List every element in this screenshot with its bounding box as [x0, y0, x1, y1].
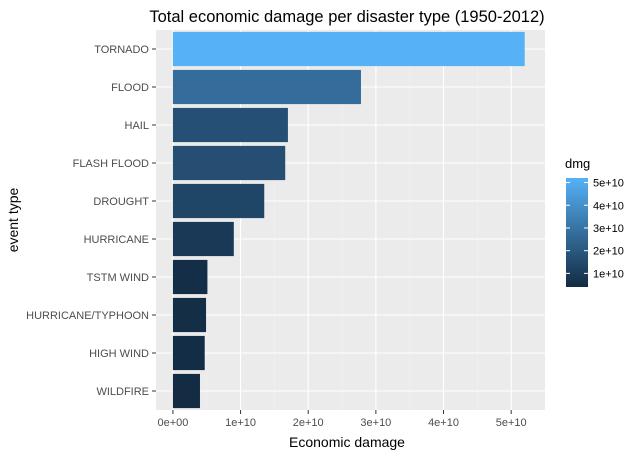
x-tick-label: 2e+10 — [293, 417, 324, 429]
x-tick-label: 1e+10 — [225, 417, 256, 429]
y-tick-label: DROUGHT — [93, 196, 149, 208]
y-tick-label: TSTM WIND — [87, 272, 149, 284]
chart-title: Total economic damage per disaster type … — [149, 8, 544, 26]
bar-hurricane-typhoon — [172, 297, 207, 333]
bar-high-wind — [172, 335, 205, 371]
y-tick-label: HURRICANE/TYPHOON — [26, 310, 149, 322]
y-tick-label: HIGH WIND — [89, 348, 149, 360]
y-axis: TORNADO FLOOD HAIL FLASH FLOOD DROUGHT HURRIC… — [26, 44, 156, 398]
y-tick-label: HURRICANE — [84, 234, 149, 246]
legend-tick-label: 5e+10 — [593, 178, 624, 190]
bar-hurricane — [172, 221, 234, 257]
x-tick-label: 4e+10 — [428, 417, 459, 429]
x-axis-label: Economic damage — [289, 434, 405, 450]
x-tick-label: 5e+10 — [496, 417, 527, 429]
x-axis: 0e+00 1e+10 2e+10 3e+10 4e+10 5e+10 — [157, 410, 527, 429]
legend-tick-label: 3e+10 — [593, 223, 624, 235]
y-tick-label: WILDFIRE — [96, 386, 149, 398]
bar-flood — [172, 69, 361, 105]
y-tick-label: FLOOD — [111, 82, 149, 94]
bar-tornado — [172, 31, 525, 67]
bar-hail — [172, 107, 288, 143]
legend-tick-label: 2e+10 — [593, 246, 624, 258]
legend: dmg 1e+10 2e+10 3e+10 4e+10 5e+10 — [565, 156, 624, 287]
bars — [172, 31, 525, 409]
bar-wildfire — [172, 373, 200, 409]
legend-tick-label: 1e+10 — [593, 268, 624, 280]
bar-tstm-wind — [172, 259, 208, 295]
x-tick-label: 0e+00 — [157, 417, 188, 429]
legend-colorbar — [566, 178, 588, 287]
bar-flash-flood — [172, 145, 286, 181]
y-axis-label: event type — [5, 187, 21, 252]
x-tick-label: 3e+10 — [360, 417, 391, 429]
legend-tick-label: 4e+10 — [593, 200, 624, 212]
y-tick-label: FLASH FLOOD — [73, 158, 149, 170]
legend-title: dmg — [565, 156, 590, 171]
legend-ticks: 1e+10 2e+10 3e+10 4e+10 5e+10 — [566, 178, 624, 280]
y-tick-label: HAIL — [125, 120, 149, 132]
y-tick-label: TORNADO — [94, 44, 149, 56]
bar-drought — [172, 183, 265, 219]
